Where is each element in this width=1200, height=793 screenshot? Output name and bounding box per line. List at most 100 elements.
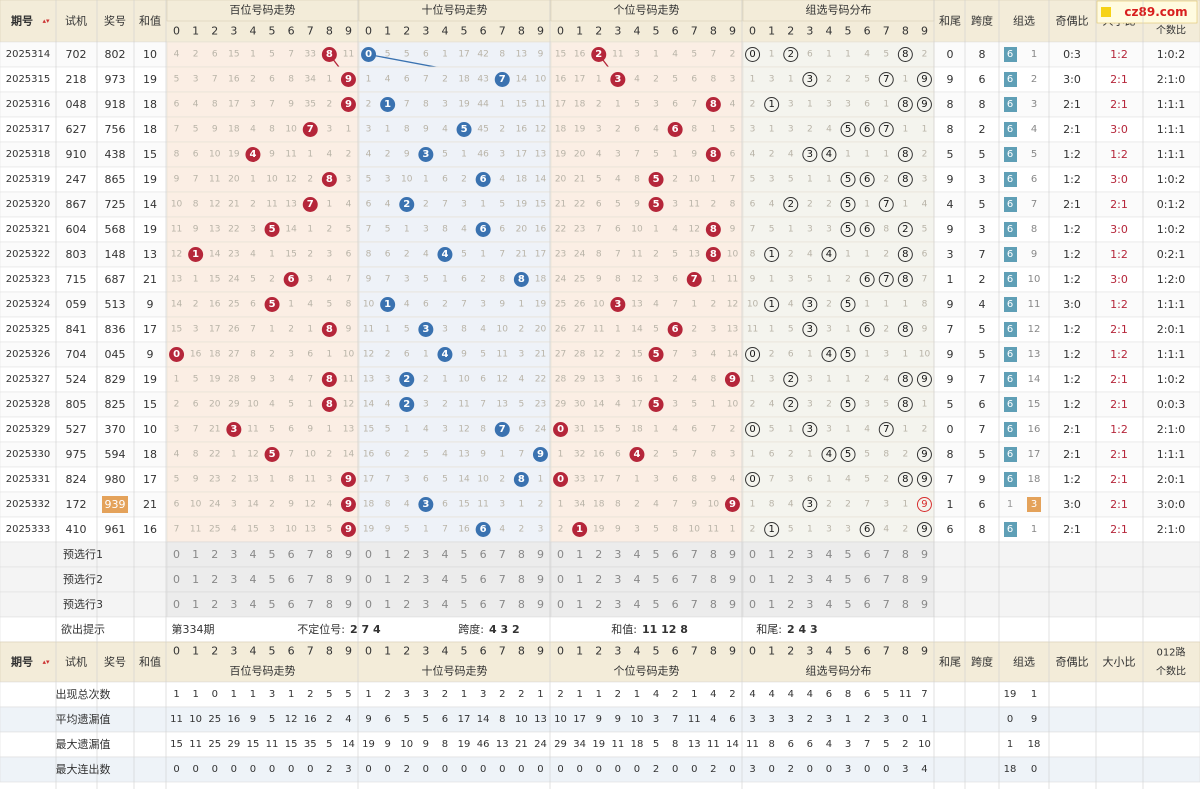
group-band — [550, 316, 743, 343]
miss-value: 5 — [461, 250, 467, 260]
miss-value: 11 — [285, 150, 296, 160]
tail-cell: 9 — [947, 173, 954, 186]
miss-value: 23 — [574, 225, 585, 235]
miss-value: 13 — [727, 325, 738, 335]
stats-value: 19 — [362, 739, 375, 750]
miss-value: 2 — [653, 450, 659, 460]
number-ball — [340, 522, 356, 537]
miss-value: 21 — [516, 250, 527, 260]
miss-value: 5 — [691, 50, 697, 60]
miss-value: 4 — [366, 150, 372, 160]
preselect-digit: 8 — [326, 573, 333, 586]
footer-test-header: 试机 — [65, 655, 87, 669]
miss-value: 11 — [535, 100, 546, 110]
digit-header: 2 — [211, 25, 218, 38]
preselect-digit: 3 — [422, 548, 429, 561]
tail-cell: 1 — [947, 273, 954, 286]
miss-value: 2 — [366, 100, 372, 110]
stats-combo-b: 9 — [1031, 714, 1037, 725]
oe-cell: 1:2 — [1063, 398, 1081, 411]
miss-value: 15 — [535, 200, 546, 210]
miss-value: 4 — [710, 350, 716, 360]
preselect-digit: 8 — [326, 598, 333, 611]
hint-sum-value: 11 12 8 — [642, 623, 688, 636]
miss-value: 4 — [883, 525, 889, 535]
miss-value: 2 — [826, 200, 832, 210]
miss-value: 1 — [807, 525, 813, 535]
miss-value: 1 — [653, 425, 659, 435]
miss-value: 14 — [285, 225, 297, 235]
stats-combo-b: 18 — [1028, 739, 1041, 750]
preselect-digit: 3 — [230, 548, 237, 561]
miss-value: 4 — [423, 425, 429, 435]
bs-cell: 2:1 — [1110, 198, 1128, 211]
preselect-digit: 2 — [595, 573, 602, 586]
footer-digit-header: 8 — [518, 645, 525, 658]
miss-value: 16 — [555, 75, 567, 85]
miss-value: 3 — [883, 500, 889, 510]
miss-value: 42 — [477, 50, 488, 60]
miss-value: 4 — [845, 475, 851, 485]
footer-oe-header: 奇偶比 — [1056, 656, 1089, 669]
footer-digit-header: 7 — [307, 645, 314, 658]
miss-value: 10 — [247, 400, 259, 410]
combo-ring — [859, 172, 875, 187]
bs-cell: 1:2 — [1110, 348, 1128, 361]
miss-value: 10 — [171, 200, 183, 210]
digit-header: 7 — [307, 25, 314, 38]
miss-value: 3 — [653, 275, 659, 285]
number-ball-label: 5 — [461, 124, 468, 135]
combo-cell-a: 6 — [1007, 374, 1013, 385]
preselect-digit: 2 — [403, 598, 410, 611]
span-cell: 6 — [979, 73, 986, 86]
combo-ring — [802, 322, 818, 337]
number-ball-label: 9 — [729, 374, 736, 385]
prize-header: 奖号 — [104, 14, 126, 28]
test-cell: 805 — [66, 398, 87, 411]
miss-value: 8 — [385, 500, 391, 510]
miss-value: 9 — [538, 50, 544, 60]
miss-value: 2 — [826, 500, 832, 510]
miss-value: 4 — [691, 375, 697, 385]
sum-cell: 9 — [147, 298, 154, 311]
footer-digit-header: 1 — [384, 645, 391, 658]
number-ball-label: 9 — [345, 474, 352, 485]
number-ball-label: 7 — [499, 424, 506, 435]
bs-cell: 2:1 — [1110, 73, 1128, 86]
group-band — [550, 291, 743, 318]
stats-value: 3 — [883, 714, 889, 725]
number-ball — [705, 147, 721, 162]
miss-value: 4 — [499, 525, 505, 535]
stats-value: 3 — [845, 764, 851, 775]
miss-value: 5 — [193, 125, 199, 135]
footer-digit-header: 0 — [173, 645, 180, 658]
miss-value: 2 — [922, 150, 928, 160]
preselect-digit: 9 — [729, 573, 736, 586]
digit-header: 9 — [921, 25, 928, 38]
group-band — [550, 441, 743, 468]
period-cell: 2025320 — [6, 199, 51, 210]
combo-cell-a: 6 — [1007, 524, 1013, 535]
miss-value: 7 — [385, 475, 391, 485]
miss-value: 7 — [212, 75, 218, 85]
preselect-digit: 6 — [288, 598, 295, 611]
miss-value: 4 — [653, 500, 659, 510]
footer-digit-header: 5 — [461, 645, 468, 658]
group-band — [358, 241, 551, 268]
footer-digit-header: 8 — [710, 645, 717, 658]
miss-value: 3 — [231, 500, 237, 510]
number-ball-label: 9 — [345, 74, 352, 85]
miss-value: 34 — [574, 500, 586, 510]
miss-value: 1 — [250, 50, 256, 60]
miss-value: 10 — [305, 450, 317, 460]
stats-value: 0 — [384, 764, 390, 775]
number-ball-label: 3 — [230, 424, 237, 435]
digit-header: 0 — [557, 25, 564, 38]
miss-value: 43 — [477, 75, 488, 85]
miss-value: 1 — [902, 300, 908, 310]
number-ball — [610, 72, 626, 87]
miss-value: 9 — [404, 150, 410, 160]
stats-value: 10 — [554, 714, 567, 725]
miss-value: 5 — [769, 425, 775, 435]
miss-value: 2 — [480, 275, 486, 285]
